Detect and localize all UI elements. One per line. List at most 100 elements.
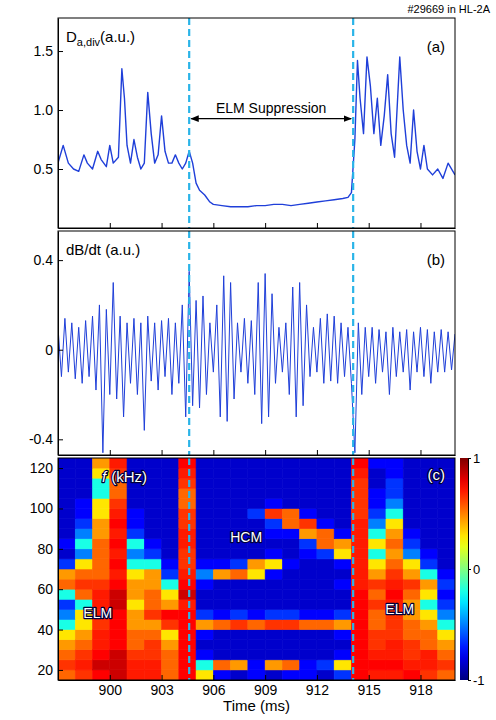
tick	[420, 223, 421, 228]
heatmap-cell	[58, 569, 75, 579]
heatmap-cell	[282, 660, 299, 670]
heatmap-cell	[75, 508, 92, 518]
tick: 906	[202, 675, 226, 698]
heatmap-cell	[231, 458, 248, 468]
heatmap-cell	[438, 599, 455, 609]
tick-mark	[110, 450, 111, 455]
heatmap-cell	[282, 619, 299, 629]
heatmap-cell	[93, 519, 110, 529]
tick: -1	[468, 673, 485, 688]
tick-mark	[110, 223, 111, 228]
heatmap-cell	[144, 539, 161, 549]
heatmap-cell	[58, 559, 75, 569]
tick: 0	[468, 562, 480, 577]
heatmap-cell	[265, 498, 282, 508]
heatmap-cell	[438, 539, 455, 549]
heatmap-cell	[317, 458, 334, 468]
heatmap-cell	[420, 488, 437, 498]
heatmap-cell	[144, 589, 161, 599]
heatmap-cell	[369, 640, 386, 650]
heatmap-cell	[403, 630, 420, 640]
heatmap-cell	[213, 508, 230, 518]
heatmap-cell	[144, 640, 161, 650]
heatmap-cell	[58, 630, 75, 640]
heatmap-cell	[403, 650, 420, 660]
tick-mark	[162, 450, 163, 455]
heatmap-cell	[162, 599, 179, 609]
tick-label: -0.4	[29, 431, 53, 447]
heatmap-cell	[369, 660, 386, 670]
heatmap-cell	[93, 539, 110, 549]
axis: 900903906909912915918	[59, 675, 456, 698]
heatmap-cell	[75, 660, 92, 670]
chart-title: #29669 in HL-2A	[407, 3, 490, 15]
heatmap-cell	[265, 630, 282, 640]
heatmap-cell	[213, 650, 230, 660]
tick-mark	[420, 223, 421, 228]
heatmap-cell	[386, 549, 403, 559]
heatmap-cell	[369, 488, 386, 498]
heatmap-cell	[403, 458, 420, 468]
annotation: ELM	[385, 601, 414, 617]
heatmap-cell	[317, 579, 334, 589]
heatmap-cell	[162, 640, 179, 650]
heatmap-cell	[144, 549, 161, 559]
heatmap-cell	[438, 529, 455, 539]
heatmap-cell	[162, 579, 179, 589]
heatmap-cell	[75, 589, 92, 599]
heatmap-cell	[248, 650, 265, 660]
plot-area	[58, 458, 455, 680]
heatmap-cell	[196, 569, 213, 579]
heatmap-cell	[438, 559, 455, 569]
heatmap-cell	[162, 488, 179, 498]
tick-mark	[162, 223, 163, 228]
axis-line	[58, 19, 59, 229]
heatmap-cell	[179, 619, 196, 629]
heatmap-cell	[282, 468, 299, 478]
heatmap-cell	[317, 670, 334, 680]
annotation: ELM	[83, 605, 112, 621]
panel: 0.51.01.5Da,div(a.u.)(a)ELM Suppression	[34, 18, 456, 229]
heatmap-cell	[162, 468, 179, 478]
tick-mark	[213, 675, 214, 680]
tick	[369, 223, 370, 228]
tick-label: 1.5	[34, 43, 54, 59]
heatmap-cell	[196, 609, 213, 619]
heatmap-cell	[179, 559, 196, 569]
tick	[369, 450, 370, 455]
tick	[317, 223, 318, 228]
heatmap-cell	[231, 488, 248, 498]
heatmap-cell	[386, 630, 403, 640]
heatmap-cell	[93, 549, 110, 559]
heatmap-cell	[420, 519, 437, 529]
heatmap-cell	[144, 650, 161, 660]
heatmap-cell	[162, 539, 179, 549]
tick-label: 80	[37, 541, 53, 557]
heatmap-cell	[110, 569, 127, 579]
heatmap-cell	[265, 579, 282, 589]
heatmap-cell	[231, 498, 248, 508]
heatmap-cell	[231, 549, 248, 559]
heatmap-cell	[231, 660, 248, 670]
heatmap-cell	[110, 549, 127, 559]
heatmap-cell	[265, 599, 282, 609]
heatmap-cell	[248, 549, 265, 559]
heatmap-cell	[213, 488, 230, 498]
tick-label: 0.5	[34, 161, 54, 177]
heatmap-cell	[213, 559, 230, 569]
tick: 20	[37, 662, 63, 678]
heatmap-cell	[179, 488, 196, 498]
heatmap-cell	[162, 589, 179, 599]
heatmap-cell	[334, 599, 351, 609]
heatmap-cell	[282, 549, 299, 559]
heatmap-cell	[386, 468, 403, 478]
heatmap-cell	[127, 660, 144, 670]
heatmap-cell	[248, 670, 265, 680]
figure: 0.51.01.5Da,div(a.u.)(a)ELM Suppression #…	[0, 0, 496, 720]
axis	[59, 223, 456, 229]
heatmap-cell	[179, 599, 196, 609]
heatmap-cell	[403, 559, 420, 569]
heatmap-cell	[317, 529, 334, 539]
heatmap-cell	[213, 458, 230, 468]
heatmap-cell	[110, 519, 127, 529]
